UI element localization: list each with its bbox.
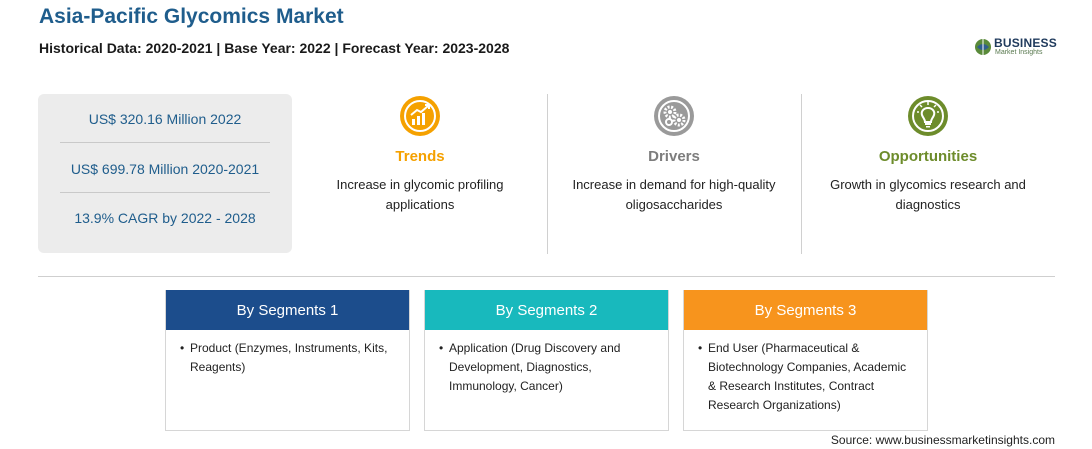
segment-3-header: By Segments 3 xyxy=(684,290,927,330)
bullet: • xyxy=(439,341,444,355)
bullet: • xyxy=(698,341,703,355)
gears-icon xyxy=(654,96,694,136)
segment-1-body: • Product (Enzymes, Instruments, Kits, R… xyxy=(166,330,409,377)
page-subtitle: Historical Data: 2020-2021 | Base Year: … xyxy=(39,40,510,56)
segment-3-body: • End User (Pharmaceutical & Biotechnolo… xyxy=(684,330,927,415)
segment-2-body: • Application (Drug Discovery and Develo… xyxy=(425,330,668,396)
stat-cagr: 13.9% CAGR by 2022 - 2028 xyxy=(74,210,256,226)
opportunities-label: Opportunities xyxy=(878,148,978,165)
segment-card-1: By Segments 1 • Product (Enzymes, Instru… xyxy=(165,290,410,431)
trends-description: Increase in glycomic profiling applicati… xyxy=(336,177,504,212)
segment-card-2: By Segments 2 • Application (Drug Discov… xyxy=(424,290,669,431)
opportunities-card: Opportunities Growth in glycomics resear… xyxy=(808,94,1048,215)
bullet: • xyxy=(180,341,185,355)
stat-market-size-historical: US$ 699.78 Million 2020-2021 xyxy=(70,161,260,177)
segment-card-3: By Segments 3 • End User (Pharmaceutical… xyxy=(683,290,928,431)
source-citation: Source: www.businessmarketinsights.com xyxy=(830,433,1055,447)
logo-tagline: Market Insights xyxy=(995,49,1043,56)
column-divider xyxy=(547,94,548,254)
drivers-label: Drivers xyxy=(648,148,700,165)
market-stats-panel: US$ 320.16 Million 2022 US$ 699.78 Milli… xyxy=(38,94,292,253)
globe-logo-icon xyxy=(975,39,991,55)
trend-chart-icon xyxy=(400,96,440,136)
segment-1-text: Product (Enzymes, Instruments, Kits, Rea… xyxy=(190,341,388,374)
trends-label: Trends xyxy=(395,148,445,165)
segment-3-text: End User (Pharmaceutical & Biotechnology… xyxy=(708,341,907,412)
section-divider xyxy=(38,276,1055,277)
logo-name: BUSINESS xyxy=(994,36,1057,50)
opportunities-description: Growth in glycomics research and diagnos… xyxy=(830,177,1026,212)
stat-divider xyxy=(60,192,270,193)
stat-divider xyxy=(60,142,270,143)
page-title: Asia-Pacific Glycomics Market xyxy=(39,5,344,28)
segment-1-header: By Segments 1 xyxy=(166,290,409,330)
segment-2-text: Application (Drug Discovery and Developm… xyxy=(449,341,621,393)
drivers-description: Increase in demand for high-quality olig… xyxy=(572,177,776,212)
trends-card: Trends Increase in glycomic profiling ap… xyxy=(300,94,540,215)
lightbulb-icon xyxy=(908,96,948,136)
drivers-card: Drivers Increase in demand for high-qual… xyxy=(554,94,794,215)
column-divider xyxy=(801,94,802,254)
stat-market-size-2022: US$ 320.16 Million 2022 xyxy=(88,111,242,127)
brand-logo[interactable]: BUSINESS Market Insights xyxy=(974,36,1064,60)
segment-2-header: By Segments 2 xyxy=(425,290,668,330)
